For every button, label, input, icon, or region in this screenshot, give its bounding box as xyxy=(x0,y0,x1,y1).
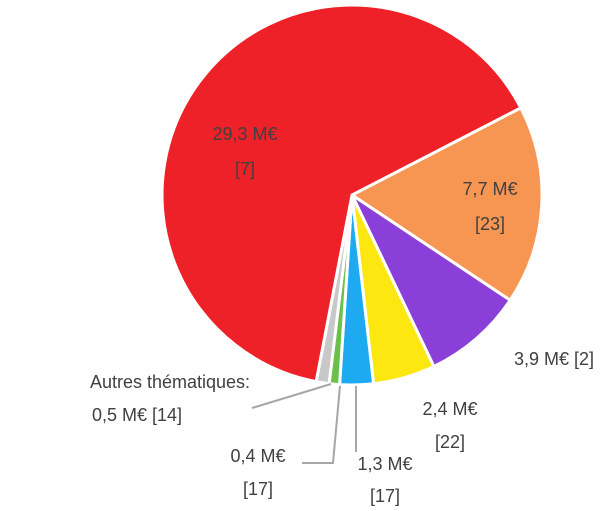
count-label: [23] xyxy=(475,214,505,234)
count-label: [7] xyxy=(235,159,255,179)
value-label: 3,9 M€ xyxy=(514,349,569,369)
count-label: [2] xyxy=(574,349,594,369)
leader-line xyxy=(302,385,341,464)
pie-slice xyxy=(349,105,544,303)
annotation: Autres thématiques: xyxy=(90,372,250,392)
value-label: 2,4 M€ xyxy=(422,399,477,419)
value-label: 0,4 M€ xyxy=(230,446,285,466)
pie-slice xyxy=(160,3,523,384)
count-label: [14] xyxy=(152,405,182,425)
count-label: [17] xyxy=(243,479,273,499)
value-label: 0,5 M€ xyxy=(92,405,147,425)
pie-slice xyxy=(348,190,513,369)
value-label: 29,3 M€ xyxy=(212,124,277,144)
value-label: 7,7 M€ xyxy=(462,179,517,199)
count-label: [22] xyxy=(435,432,465,452)
count-label: [17] xyxy=(370,486,400,506)
value-label: 1,3 M€ xyxy=(357,454,412,474)
leader-line xyxy=(251,383,332,409)
